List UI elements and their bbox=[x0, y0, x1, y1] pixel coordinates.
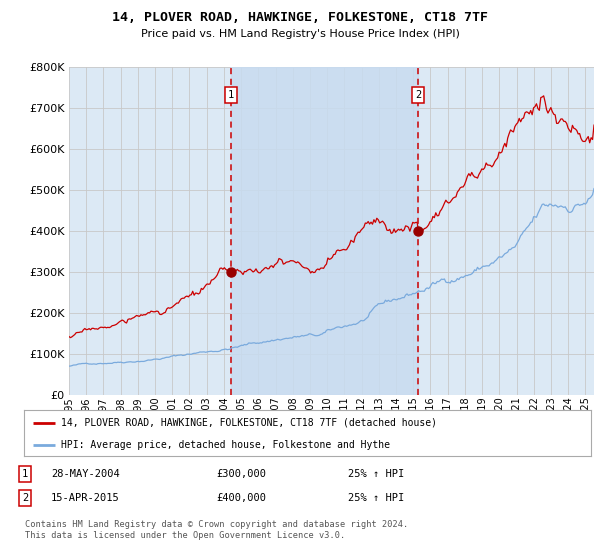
Text: 15-APR-2015: 15-APR-2015 bbox=[51, 493, 120, 503]
Text: 14, PLOVER ROAD, HAWKINGE, FOLKESTONE, CT18 7TF (detached house): 14, PLOVER ROAD, HAWKINGE, FOLKESTONE, C… bbox=[61, 418, 437, 428]
Text: 28-MAY-2004: 28-MAY-2004 bbox=[51, 469, 120, 479]
Text: 25% ↑ HPI: 25% ↑ HPI bbox=[348, 469, 404, 479]
Text: 2: 2 bbox=[415, 90, 421, 100]
Bar bbox=[231, 67, 418, 395]
Text: £400,000: £400,000 bbox=[216, 493, 266, 503]
Text: 2: 2 bbox=[22, 493, 28, 503]
Text: Price paid vs. HM Land Registry's House Price Index (HPI): Price paid vs. HM Land Registry's House … bbox=[140, 29, 460, 39]
Text: £300,000: £300,000 bbox=[216, 469, 266, 479]
Text: 14, PLOVER ROAD, HAWKINGE, FOLKESTONE, CT18 7TF: 14, PLOVER ROAD, HAWKINGE, FOLKESTONE, C… bbox=[112, 11, 488, 24]
Text: 1: 1 bbox=[22, 469, 28, 479]
Text: 1: 1 bbox=[228, 90, 234, 100]
Text: Contains HM Land Registry data © Crown copyright and database right 2024.
This d: Contains HM Land Registry data © Crown c… bbox=[25, 520, 409, 540]
Text: HPI: Average price, detached house, Folkestone and Hythe: HPI: Average price, detached house, Folk… bbox=[61, 440, 390, 450]
Text: 25% ↑ HPI: 25% ↑ HPI bbox=[348, 493, 404, 503]
